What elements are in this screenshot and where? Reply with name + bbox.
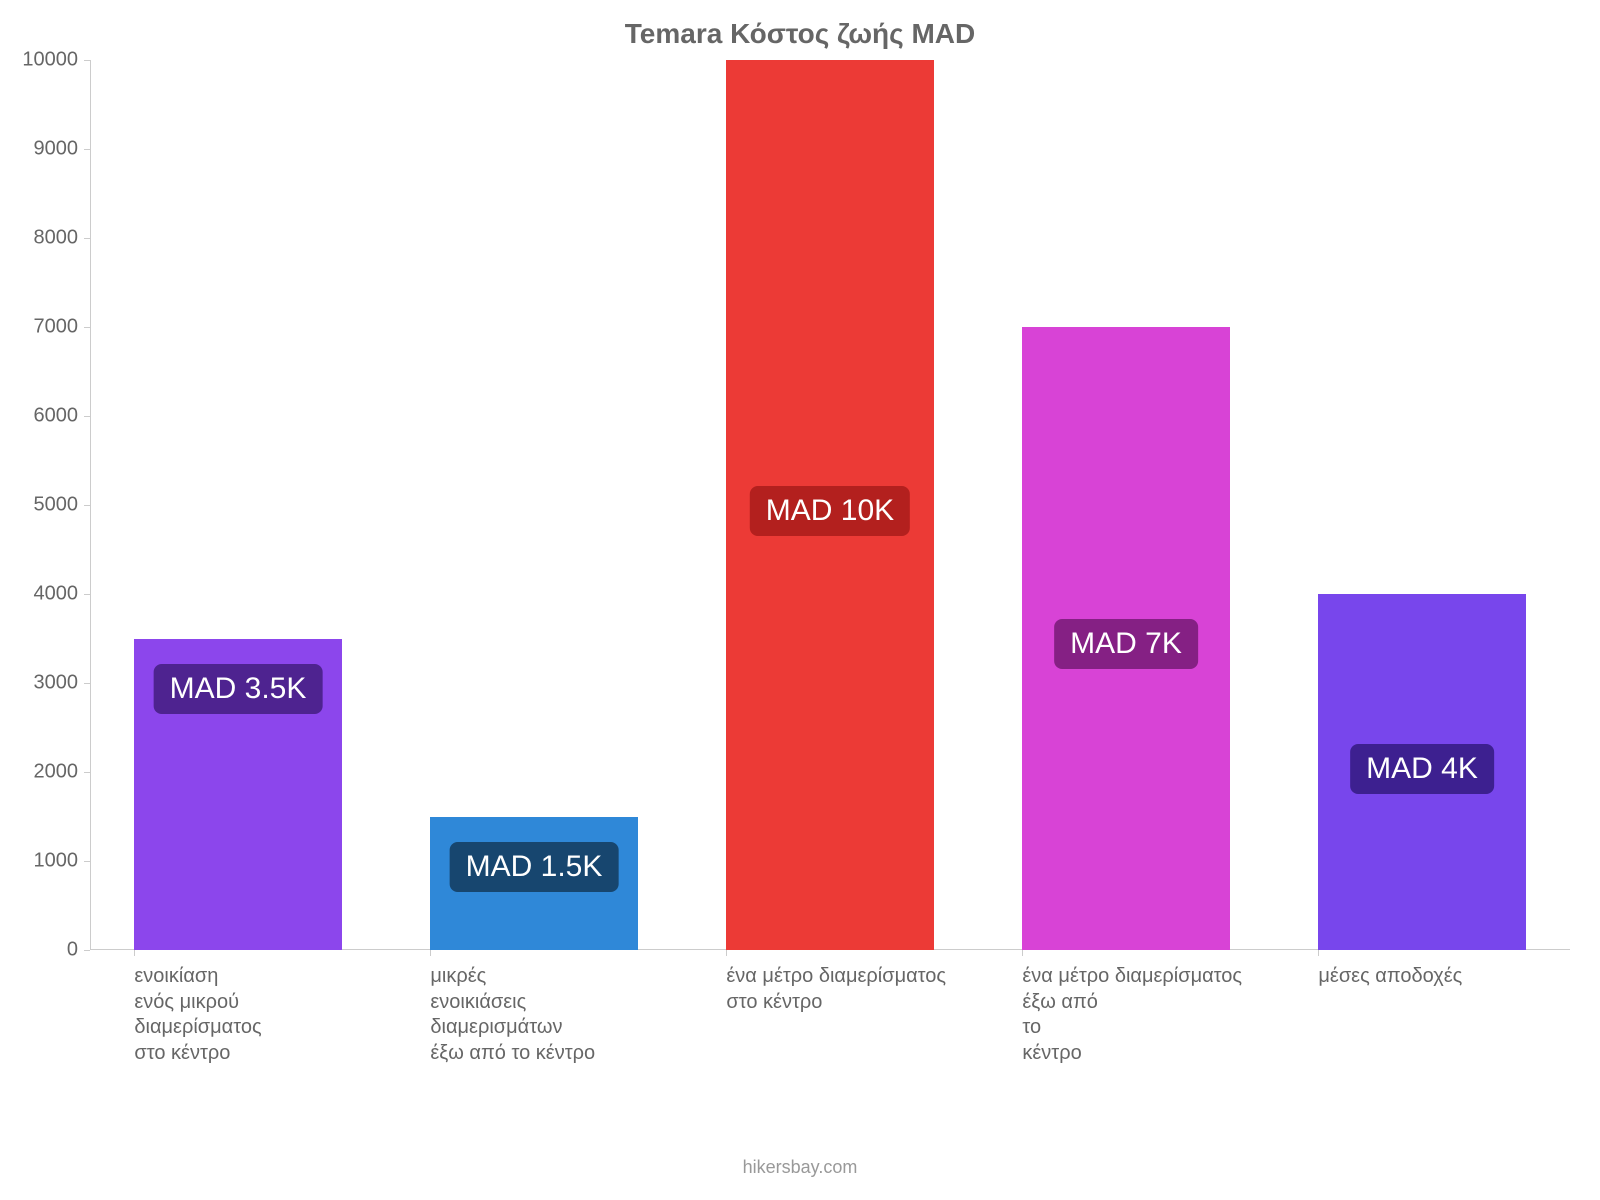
- cost-of-living-chart: Temara Κόστος ζωής MAD 01000200030004000…: [0, 0, 1600, 1200]
- y-tick-label: 10000: [22, 49, 90, 72]
- chart-footer: hikersbay.com: [0, 1157, 1600, 1178]
- chart-title: Temara Κόστος ζωής MAD: [0, 18, 1600, 50]
- x-tick-label: ενοικίαση ενός μικρού διαμερίσματος στο …: [134, 950, 418, 1066]
- value-badge: MAD 1.5K: [450, 842, 619, 892]
- y-tick-label: 9000: [34, 138, 91, 161]
- y-tick-label: 0: [67, 939, 90, 962]
- y-tick-label: 8000: [34, 227, 91, 250]
- value-badge: MAD 4K: [1350, 744, 1494, 794]
- y-tick-label: 4000: [34, 583, 91, 606]
- x-tick-label: ένα μέτρο διαμερίσματος στο κέντρο: [726, 950, 1010, 1015]
- x-tick-label: μικρές ενοικιάσεις διαμερισμάτων έξω από…: [430, 950, 714, 1066]
- value-badge: MAD 10K: [750, 486, 910, 536]
- x-tick-label: ένα μέτρο διαμερίσματος έξω από το κέντρ…: [1022, 950, 1306, 1066]
- y-axis-line: [90, 60, 91, 950]
- value-badge: MAD 3.5K: [154, 664, 323, 714]
- y-tick-label: 7000: [34, 316, 91, 339]
- y-tick-label: 3000: [34, 672, 91, 695]
- y-tick-label: 6000: [34, 405, 91, 428]
- y-tick-label: 2000: [34, 761, 91, 784]
- y-tick-label: 1000: [34, 850, 91, 873]
- value-badge: MAD 7K: [1054, 619, 1198, 669]
- plot-area: 0100020003000400050006000700080009000100…: [90, 60, 1570, 950]
- x-tick-label: μέσες αποδοχές: [1318, 950, 1600, 990]
- y-tick-label: 5000: [34, 494, 91, 517]
